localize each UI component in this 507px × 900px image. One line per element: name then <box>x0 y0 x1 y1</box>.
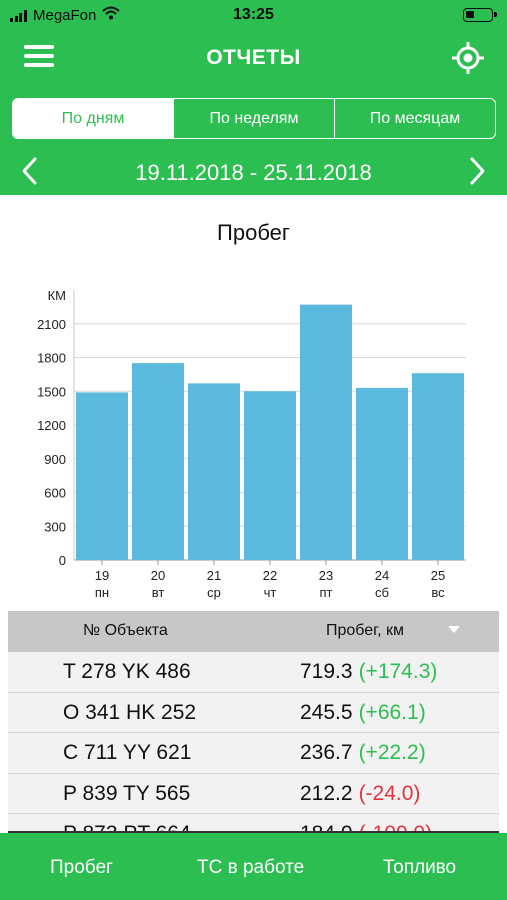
battery-icon <box>463 8 497 22</box>
x-tick-sublabel: вт <box>152 585 165 600</box>
status-time: 13:25 <box>233 6 274 23</box>
vehicle-list: T 278 YK 486 719.3 (+174.3) O 341 HK 252 … <box>8 652 499 832</box>
period-segmented-control: По дням По неделям По месяцам <box>12 98 496 139</box>
y-tick-label: 600 <box>44 486 66 501</box>
y-tick-label: 0 <box>59 553 66 568</box>
x-tick-label: 24 <box>375 568 389 583</box>
row-mileage: 212.2 (-24.0) <box>300 782 420 806</box>
y-tick-label: 300 <box>44 519 66 534</box>
x-tick-sublabel: вс <box>431 585 445 600</box>
bottom-tab-bar: Пробег ТС в работе Топливо <box>0 833 507 900</box>
x-tick-sublabel: ср <box>207 585 221 600</box>
chart-bar <box>76 392 128 560</box>
y-axis-label: КМ <box>48 288 66 303</box>
menu-icon[interactable] <box>24 45 54 69</box>
segment-by-weeks[interactable]: По неделям <box>173 99 334 138</box>
column-header-object[interactable]: № Объекта <box>83 622 168 639</box>
carrier-label: MegaFon <box>33 6 97 24</box>
row-mileage: 719.3 (+174.3) <box>300 660 437 684</box>
y-tick-label: 1200 <box>37 418 66 433</box>
tab-vehicles-active[interactable]: ТС в работе <box>197 857 305 878</box>
row-delta: (-24.0) <box>358 781 421 805</box>
chevron-left-icon[interactable] <box>16 156 46 186</box>
x-tick-sublabel: пт <box>320 585 333 600</box>
x-tick-label: 21 <box>207 568 221 583</box>
chart-bar <box>132 363 184 560</box>
table-row[interactable]: P 873 PT 664 184.0 (-100.0) <box>8 814 499 832</box>
x-tick-label: 23 <box>319 568 333 583</box>
row-mileage: 236.7 (+22.2) <box>300 741 426 765</box>
row-km: 245.5 <box>300 700 353 724</box>
table-row[interactable]: P 839 TY 565 212.2 (-24.0) <box>8 773 499 814</box>
row-km: 212.2 <box>300 781 353 805</box>
y-tick-label: 2100 <box>37 317 66 332</box>
row-delta: (+22.2) <box>358 741 426 764</box>
chart-bar <box>244 391 296 560</box>
row-km: 719.3 <box>300 660 353 683</box>
chart-title: Пробег <box>217 220 290 245</box>
table-header: № Объекта Пробег, км <box>8 611 499 652</box>
row-object: P 839 TY 565 <box>63 781 191 805</box>
row-object: T 278 YK 486 <box>63 660 191 683</box>
chart-bar <box>300 304 352 560</box>
x-tick-sublabel: сб <box>375 585 389 600</box>
status-left: MegaFon <box>10 6 121 24</box>
date-range-bar: 19.11.2018 - 25.11.2018 <box>0 148 507 195</box>
chart-bar <box>188 383 240 560</box>
row-km: 184.0 <box>300 822 353 832</box>
tab-mileage[interactable]: Пробег <box>50 857 113 878</box>
locate-icon[interactable] <box>451 41 485 75</box>
x-tick-label: 25 <box>431 568 445 583</box>
date-range-label: 19.11.2018 - 25.11.2018 <box>135 160 372 185</box>
x-tick-label: 20 <box>151 568 165 583</box>
y-tick-label: 1500 <box>37 384 66 399</box>
chart-bar <box>356 387 408 560</box>
segment-by-days[interactable]: По дням <box>13 99 173 138</box>
x-tick-sublabel: пн <box>95 585 109 600</box>
row-km: 236.7 <box>300 741 353 764</box>
row-object: O 341 HK 252 <box>63 700 197 724</box>
status-bar: MegaFon 13:25 <box>0 0 507 30</box>
nav-bar: ОТЧЕТЫ <box>0 30 507 86</box>
table-row[interactable]: T 278 YK 486 719.3 (+174.3) <box>8 652 499 693</box>
wifi-icon <box>102 6 121 24</box>
y-tick-label: 900 <box>44 452 66 467</box>
tab-fuel[interactable]: Топливо <box>383 857 457 878</box>
chevron-right-icon[interactable] <box>461 156 491 186</box>
x-tick-label: 22 <box>263 568 277 583</box>
x-tick-label: 19 <box>95 568 109 583</box>
y-tick-label: 1800 <box>37 351 66 366</box>
list-divider <box>8 831 499 833</box>
column-header-mileage[interactable]: Пробег, км <box>326 622 404 639</box>
sort-desc-icon[interactable] <box>448 626 460 633</box>
row-object: P 873 PT 664 <box>63 822 191 832</box>
period-selector-bar: По дням По неделям По месяцам <box>0 86 507 148</box>
table-row[interactable]: O 341 HK 252 245.5 (+66.1) <box>8 692 499 733</box>
row-delta: (+174.3) <box>358 660 438 683</box>
page-title: ОТЧЕТЫ <box>206 46 301 69</box>
segment-by-months[interactable]: По месяцам <box>334 99 495 138</box>
row-delta: (+66.1) <box>358 700 426 724</box>
row-mileage: 184.0 (-100.0) <box>300 822 432 832</box>
table-row[interactable]: C 711 YY 621 236.7 (+22.2) <box>8 733 499 774</box>
row-delta: (-100.0) <box>359 822 433 832</box>
row-object: C 711 YY 621 <box>63 741 192 764</box>
signal-icon <box>10 9 28 22</box>
row-mileage: 245.5 (+66.1) <box>300 701 426 725</box>
mileage-bar-chart: 0 300 600 900 1200 1500 1800 2100 КМ 19 пн 20 вт 21 ср… <box>37 288 466 600</box>
chart-bar <box>412 373 464 560</box>
x-tick-sublabel: чт <box>264 585 277 600</box>
